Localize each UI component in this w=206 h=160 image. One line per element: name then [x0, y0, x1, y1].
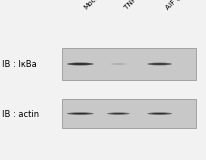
Text: TNFα +
AIF (30 μM): TNFα + AIF (30 μM) [159, 0, 198, 11]
Ellipse shape [67, 112, 94, 115]
Bar [62, 48, 196, 80]
Ellipse shape [72, 113, 89, 114]
Ellipse shape [152, 63, 168, 65]
Text: IB : IκBa: IB : IκBa [2, 60, 37, 69]
Ellipse shape [147, 112, 172, 115]
Ellipse shape [108, 63, 129, 65]
Ellipse shape [152, 113, 168, 114]
Text: TNFα: TNFα [123, 0, 141, 11]
Ellipse shape [107, 112, 130, 115]
Text: IB : actin: IB : actin [2, 110, 39, 119]
Bar [62, 99, 196, 128]
Ellipse shape [67, 63, 94, 65]
Ellipse shape [72, 63, 89, 65]
Text: Mock: Mock [82, 0, 100, 11]
Ellipse shape [111, 113, 126, 114]
Ellipse shape [147, 63, 172, 65]
